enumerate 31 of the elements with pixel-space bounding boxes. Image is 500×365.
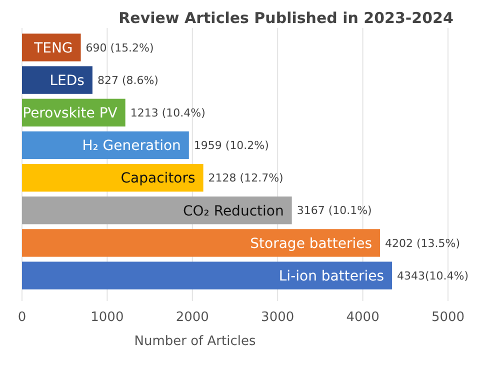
x-tick-label: 3000 <box>261 310 294 325</box>
data-label: 1959 (10.2%) <box>194 139 269 152</box>
x-tick-label: 5000 <box>431 310 465 325</box>
y-tick-label: Storage batteries <box>250 236 372 252</box>
data-label: 3167 (10.1%) <box>296 204 372 218</box>
bar <box>22 229 380 257</box>
data-label: 2128 (12.7%) <box>208 172 284 185</box>
bar <box>22 34 81 62</box>
bar <box>22 131 189 160</box>
data-label: 1213 (10.4%) <box>130 106 206 120</box>
x-tick-label: 1000 <box>90 310 124 325</box>
chart-title: Review Articles Published in 2023-2024 <box>118 9 454 27</box>
data-label: 4343(10.4%) <box>397 269 469 282</box>
y-tick-label: Capacitors <box>120 170 196 187</box>
x-tick-label: 2000 <box>176 310 209 325</box>
data-label: 4202 (13.5%) <box>385 236 460 250</box>
y-tick-label: Li-ion batteries <box>278 268 384 284</box>
x-axis-title: Number of Articles <box>134 334 256 349</box>
data-label: 690 (15.2%) <box>86 41 154 54</box>
x-tick-label: 0 <box>18 310 26 325</box>
y-tick-label: TENG <box>33 40 73 56</box>
bar <box>22 196 292 224</box>
data-label: 827 (8.6%) <box>97 74 158 87</box>
y-tick-label: Perovskite PV <box>22 106 118 122</box>
bar <box>22 262 392 290</box>
bar <box>22 66 92 94</box>
x-tick-label: 4000 <box>346 310 380 325</box>
y-tick-label: H₂ Generation <box>82 138 181 154</box>
y-tick-label: CO₂ Reduction <box>182 203 284 220</box>
y-tick-label: LEDs <box>50 72 84 89</box>
bar <box>22 164 204 192</box>
